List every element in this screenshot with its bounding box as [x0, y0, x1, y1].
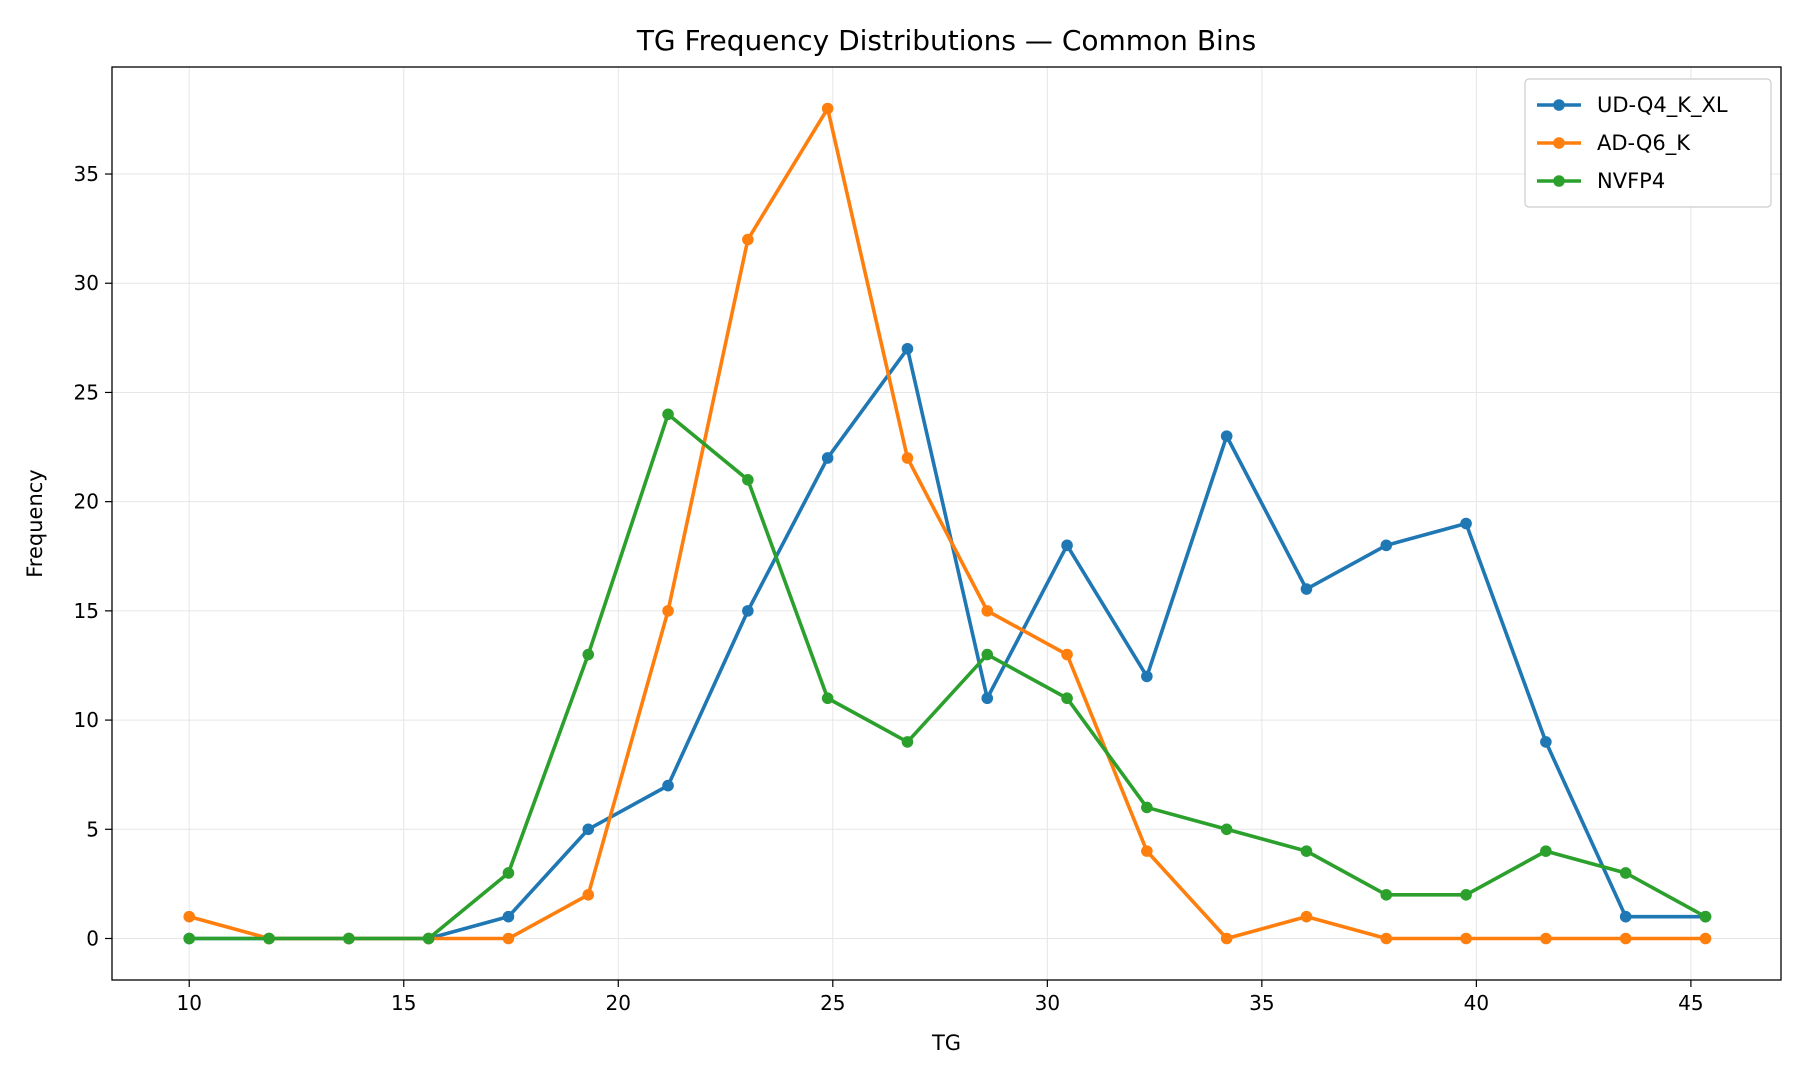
- data-point: [1460, 889, 1472, 901]
- legend-item: UD-Q4_K_XL: [1537, 93, 1728, 118]
- y-tick-label: 0: [86, 927, 99, 951]
- y-tick-label: 5: [86, 817, 99, 841]
- data-point: [901, 342, 914, 355]
- data-point: [1540, 932, 1552, 945]
- data-point: [981, 648, 994, 661]
- data-point: [981, 605, 994, 617]
- y-tick-label: 30: [74, 271, 99, 295]
- data-point: [1220, 823, 1233, 836]
- data-point: [1300, 910, 1313, 923]
- data-point: [502, 867, 515, 879]
- y-axis-label: Frequency: [23, 469, 47, 578]
- data-point: [662, 408, 674, 421]
- data-point: [981, 692, 994, 705]
- data-point: [502, 932, 515, 945]
- x-tick-label: 45: [1678, 991, 1703, 1015]
- data-point: [1619, 867, 1632, 879]
- data-point: [422, 932, 435, 945]
- data-point: [582, 648, 595, 661]
- legend-box: [1524, 78, 1772, 208]
- data-point: [901, 736, 914, 748]
- data-point: [183, 910, 196, 923]
- series-line: [187, 412, 1708, 941]
- x-tick-label: 15: [391, 991, 416, 1015]
- data-point: [662, 605, 674, 617]
- data-point: [1619, 932, 1632, 945]
- legend-label: AD-Q6_K: [1597, 131, 1691, 156]
- data-point: [742, 233, 754, 246]
- data-point: [742, 474, 754, 486]
- x-tick-label: 40: [1464, 991, 1489, 1015]
- y-tick-label: 10: [74, 708, 99, 732]
- data-point: [662, 779, 674, 792]
- data-point: [1460, 517, 1472, 530]
- data-point: [1380, 539, 1393, 552]
- data-point: [1540, 736, 1552, 748]
- x-axis-label: TG: [931, 1031, 961, 1055]
- data-point: [1061, 539, 1073, 552]
- legend-label: NVFP4: [1597, 169, 1665, 193]
- data-point: [742, 605, 754, 617]
- data-point: [1619, 910, 1632, 923]
- data-point: [1141, 845, 1153, 857]
- data-point: [1699, 932, 1712, 945]
- y-tick-label: 15: [74, 599, 99, 623]
- legend: UD-Q4_K_XL AD-Q6_K NVFP4: [1524, 78, 1772, 208]
- data-point: [1380, 889, 1393, 901]
- data-point: [1220, 932, 1233, 945]
- legend-marker: [1553, 99, 1565, 111]
- data-point: [263, 932, 275, 945]
- data-point: [343, 932, 355, 945]
- data-point: [821, 102, 834, 115]
- data-point: [821, 452, 834, 464]
- y-tick-label: 20: [74, 490, 99, 514]
- x-tick-label: 30: [1035, 991, 1060, 1015]
- chart-title: TG Frequency Distributions — Common Bins: [636, 24, 1256, 57]
- data-point: [502, 910, 515, 923]
- data-point: [1141, 801, 1153, 814]
- data-point: [1061, 692, 1073, 705]
- data-point: [582, 823, 595, 836]
- tick-layer: 10 15 20 25 30 35 40 45 0 5 10 15 20 25 30 35: [74, 162, 1704, 1015]
- legend-label: UD-Q4_K_XL: [1597, 93, 1728, 118]
- plot-area-frame: [111, 66, 1782, 981]
- data-point: [1380, 932, 1393, 945]
- data-point: [1300, 845, 1313, 857]
- x-tick-label: 25: [820, 991, 845, 1015]
- x-tick-label: 10: [177, 991, 202, 1015]
- data-point: [1460, 932, 1472, 945]
- x-tick-label: 35: [1249, 991, 1274, 1015]
- legend-marker: [1553, 137, 1565, 149]
- data-point: [1699, 910, 1712, 923]
- series-layer: [183, 102, 1712, 945]
- series-line: [187, 106, 1708, 941]
- legend-item: AD-Q6_K: [1537, 131, 1691, 156]
- data-point: [1061, 648, 1073, 661]
- data-point: [1300, 583, 1313, 595]
- y-tick-label: 35: [74, 162, 99, 186]
- data-point: [183, 932, 196, 945]
- data-point: [821, 692, 834, 705]
- legend-item: NVFP4: [1537, 169, 1665, 193]
- data-point: [1540, 845, 1552, 857]
- data-point: [1141, 670, 1153, 683]
- series-line: [187, 346, 1708, 941]
- series-nvfp4: [183, 408, 1712, 945]
- data-point: [901, 452, 914, 464]
- data-point: [1220, 430, 1233, 442]
- legend-marker: [1553, 175, 1565, 187]
- y-tick-label: 25: [74, 380, 99, 404]
- x-tick-label: 20: [606, 991, 631, 1015]
- data-point: [582, 889, 595, 901]
